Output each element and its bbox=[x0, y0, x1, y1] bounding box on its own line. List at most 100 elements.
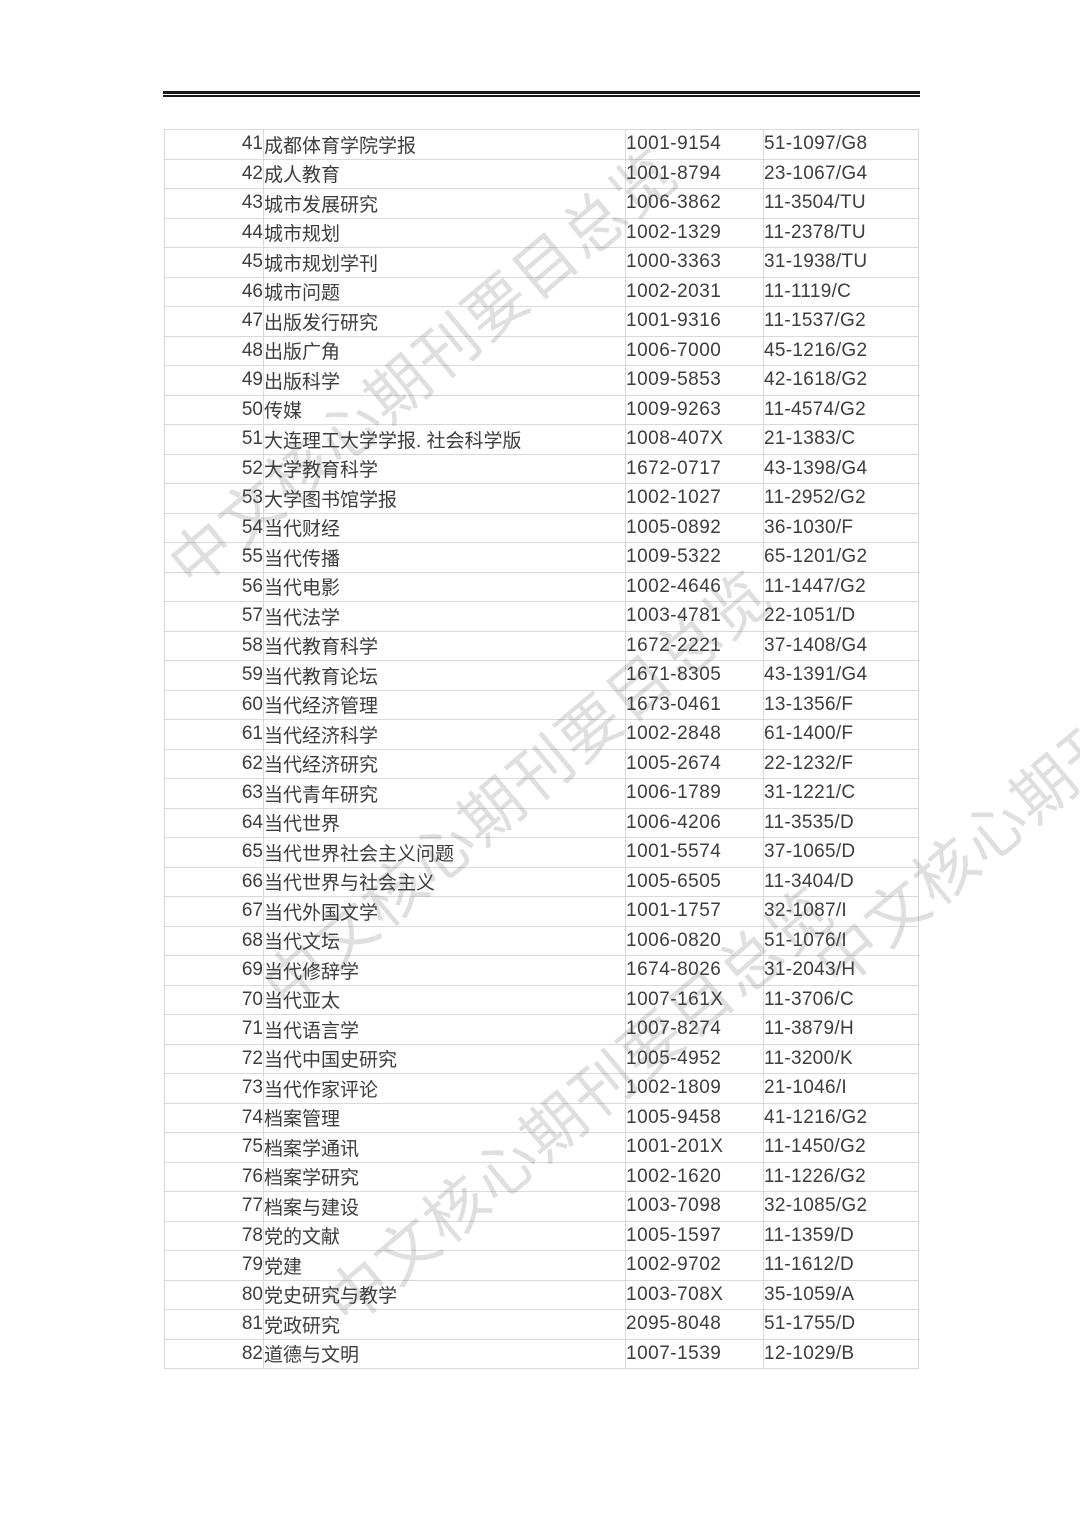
table-row: 42 成人教育 1001-8794 23-1067/G4 bbox=[164, 158, 919, 189]
table-row: 81 党政研究 2095-8048 51-1755/D bbox=[164, 1309, 919, 1340]
cn-number: 12-1029/B bbox=[763, 1338, 919, 1369]
table-row: 69 当代修辞学 1674-8026 31-2043/H bbox=[164, 955, 919, 986]
journal-name: 当代经济科学 bbox=[263, 719, 626, 750]
table-row: 54 当代财经 1005-0892 36-1030/F bbox=[164, 512, 919, 543]
issn-number: 1006-0820 bbox=[625, 925, 764, 956]
row-number: 64 bbox=[164, 807, 264, 838]
journal-name: 当代语言学 bbox=[263, 1014, 626, 1045]
cn-number: 11-1119/C bbox=[763, 276, 919, 307]
journal-name: 城市问题 bbox=[263, 276, 626, 307]
issn-number: 1001-9154 bbox=[625, 129, 764, 160]
journal-name: 成都体育学院学报 bbox=[263, 129, 626, 160]
top-divider-rule bbox=[163, 91, 920, 97]
issn-number: 1001-9316 bbox=[625, 306, 764, 337]
journal-name: 传媒 bbox=[263, 394, 626, 425]
row-number: 56 bbox=[164, 571, 264, 602]
cn-number: 11-3404/D bbox=[763, 866, 919, 897]
issn-number: 1008-407X bbox=[625, 424, 764, 455]
table-row: 51 大连理工大学学报. 社会科学版 1008-407X 21-1383/C bbox=[164, 424, 919, 455]
row-number: 53 bbox=[164, 483, 264, 514]
row-number: 41 bbox=[164, 129, 264, 160]
issn-number: 1002-9702 bbox=[625, 1250, 764, 1281]
row-number: 61 bbox=[164, 719, 264, 750]
issn-number: 1003-4781 bbox=[625, 601, 764, 632]
journal-name: 大连理工大学学报. 社会科学版 bbox=[263, 424, 626, 455]
journal-name: 当代作家评论 bbox=[263, 1073, 626, 1104]
row-number: 43 bbox=[164, 188, 264, 219]
journal-name: 档案学研究 bbox=[263, 1161, 626, 1192]
row-number: 70 bbox=[164, 984, 264, 1015]
journal-table-body: 41 成都体育学院学报 1001-9154 51-1097/G8 42 成人教育 1001-… bbox=[164, 129, 919, 1369]
cn-number: 11-3535/D bbox=[763, 807, 919, 838]
row-number: 55 bbox=[164, 542, 264, 573]
issn-number: 1005-0892 bbox=[625, 512, 764, 543]
issn-number: 1009-5853 bbox=[625, 365, 764, 396]
table-row: 52 大学教育科学 1672-0717 43-1398/G4 bbox=[164, 453, 919, 484]
journal-list-table: 41 成都体育学院学报 1001-9154 51-1097/G8 42 成人教育 1001-… bbox=[164, 129, 919, 1369]
journal-name: 档案与建设 bbox=[263, 1191, 626, 1222]
issn-number: 1672-2221 bbox=[625, 630, 764, 661]
table-row: 76 档案学研究 1002-1620 11-1226/G2 bbox=[164, 1161, 919, 1192]
row-number: 47 bbox=[164, 306, 264, 337]
table-row: 78 党的文献 1005-1597 11-1359/D bbox=[164, 1220, 919, 1251]
row-number: 73 bbox=[164, 1073, 264, 1104]
cn-number: 11-1359/D bbox=[763, 1220, 919, 1251]
table-row: 59 当代教育论坛 1671-8305 43-1391/G4 bbox=[164, 660, 919, 691]
table-row: 79 党建 1002-9702 11-1612/D bbox=[164, 1250, 919, 1281]
table-row: 66 当代世界与社会主义 1005-6505 11-3404/D bbox=[164, 866, 919, 897]
cn-number: 11-3200/K bbox=[763, 1043, 919, 1074]
table-row: 60 当代经济管理 1673-0461 13-1356/F bbox=[164, 689, 919, 720]
cn-number: 11-1612/D bbox=[763, 1250, 919, 1281]
table-row: 64 当代世界 1006-4206 11-3535/D bbox=[164, 807, 919, 838]
cn-number: 42-1618/G2 bbox=[763, 365, 919, 396]
table-row: 71 当代语言学 1007-8274 11-3879/H bbox=[164, 1014, 919, 1045]
issn-number: 1007-1539 bbox=[625, 1338, 764, 1369]
issn-number: 1001-8794 bbox=[625, 158, 764, 189]
issn-number: 1006-4206 bbox=[625, 807, 764, 838]
row-number: 75 bbox=[164, 1132, 264, 1163]
issn-number: 2095-8048 bbox=[625, 1309, 764, 1340]
row-number: 66 bbox=[164, 866, 264, 897]
table-row: 72 当代中国史研究 1005-4952 11-3200/K bbox=[164, 1043, 919, 1074]
journal-name: 党史研究与教学 bbox=[263, 1279, 626, 1310]
cn-number: 32-1085/G2 bbox=[763, 1191, 919, 1222]
row-number: 69 bbox=[164, 955, 264, 986]
issn-number: 1002-1620 bbox=[625, 1161, 764, 1192]
row-number: 51 bbox=[164, 424, 264, 455]
table-row: 49 出版科学 1009-5853 42-1618/G2 bbox=[164, 365, 919, 396]
issn-number: 1005-6505 bbox=[625, 866, 764, 897]
journal-name: 出版广角 bbox=[263, 335, 626, 366]
table-row: 74 档案管理 1005-9458 41-1216/G2 bbox=[164, 1102, 919, 1133]
table-row: 67 当代外国文学 1001-1757 32-1087/I bbox=[164, 896, 919, 927]
table-row: 80 党史研究与教学 1003-708X 35-1059/A bbox=[164, 1279, 919, 1310]
cn-number: 11-1450/G2 bbox=[763, 1132, 919, 1163]
table-row: 70 当代亚太 1007-161X 11-3706/C bbox=[164, 984, 919, 1015]
cn-number: 11-2378/TU bbox=[763, 217, 919, 248]
table-row: 61 当代经济科学 1002-2848 61-1400/F bbox=[164, 719, 919, 750]
journal-name: 当代传播 bbox=[263, 542, 626, 573]
cn-number: 21-1383/C bbox=[763, 424, 919, 455]
issn-number: 1003-708X bbox=[625, 1279, 764, 1310]
row-number: 79 bbox=[164, 1250, 264, 1281]
table-row: 55 当代传播 1009-5322 65-1201/G2 bbox=[164, 542, 919, 573]
cn-number: 37-1065/D bbox=[763, 837, 919, 868]
issn-number: 1001-5574 bbox=[625, 837, 764, 868]
cn-number: 11-1537/G2 bbox=[763, 306, 919, 337]
cn-number: 22-1232/F bbox=[763, 748, 919, 779]
row-number: 48 bbox=[164, 335, 264, 366]
journal-name: 当代电影 bbox=[263, 571, 626, 602]
row-number: 45 bbox=[164, 247, 264, 278]
issn-number: 1003-7098 bbox=[625, 1191, 764, 1222]
journal-name: 当代财经 bbox=[263, 512, 626, 543]
journal-name: 当代法学 bbox=[263, 601, 626, 632]
cn-number: 31-1221/C bbox=[763, 778, 919, 809]
cn-number: 31-1938/TU bbox=[763, 247, 919, 278]
journal-name: 成人教育 bbox=[263, 158, 626, 189]
table-row: 43 城市发展研究 1006-3862 11-3504/TU bbox=[164, 188, 919, 219]
table-row: 62 当代经济研究 1005-2674 22-1232/F bbox=[164, 748, 919, 779]
cn-number: 11-1447/G2 bbox=[763, 571, 919, 602]
issn-number: 1002-1329 bbox=[625, 217, 764, 248]
table-row: 75 档案学通讯 1001-201X 11-1450/G2 bbox=[164, 1132, 919, 1163]
issn-number: 1671-8305 bbox=[625, 660, 764, 691]
table-row: 48 出版广角 1006-7000 45-1216/G2 bbox=[164, 335, 919, 366]
